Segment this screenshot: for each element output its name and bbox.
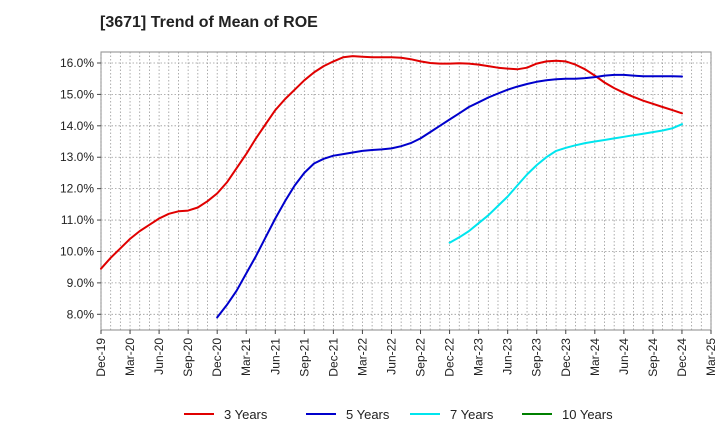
legend: 3 Years 5 Years 7 Years 10 Years bbox=[184, 407, 613, 422]
x-axis: Dec-19 Mar-20 Jun-20 Sep-20 Dec-20 Mar-21 Jun-… bbox=[94, 330, 718, 377]
chart-title: [3671] Trend of Mean of ROE bbox=[100, 14, 318, 31]
legend-label: 5 Years bbox=[346, 407, 390, 422]
x-tick-label: Mar-23 bbox=[472, 338, 486, 376]
y-tick-label: 8.0% bbox=[67, 307, 95, 321]
x-tick-label: Dec-23 bbox=[559, 338, 573, 377]
series-line bbox=[448, 123, 683, 244]
y-axis: 8.0% 9.0% 10.0% 11.0% 12.0% 13.0% 14.0% 15.0% 16… bbox=[60, 56, 101, 321]
x-tick-label: Sep-24 bbox=[646, 338, 660, 377]
legend-label: 10 Years bbox=[562, 407, 613, 422]
x-tick-label: Mar-24 bbox=[588, 338, 602, 376]
series-line bbox=[100, 55, 683, 270]
y-tick-label: 15.0% bbox=[60, 87, 94, 101]
x-tick-label: Sep-20 bbox=[181, 338, 195, 377]
x-tick-label: Dec-22 bbox=[443, 338, 457, 377]
legend-label: 7 Years bbox=[450, 407, 494, 422]
x-tick-label: Jun-24 bbox=[617, 338, 631, 375]
x-tick-label: Dec-21 bbox=[326, 338, 340, 377]
x-tick-label: Mar-22 bbox=[355, 338, 369, 376]
y-tick-label: 16.0% bbox=[60, 56, 94, 70]
grid-lines bbox=[100, 52, 712, 330]
x-tick-label: Sep-21 bbox=[297, 338, 311, 377]
legend-label: 3 Years bbox=[224, 407, 268, 422]
x-tick-label: Mar-20 bbox=[123, 338, 137, 376]
x-tick-label: Dec-20 bbox=[210, 338, 224, 377]
x-tick-label: Mar-25 bbox=[704, 338, 718, 376]
x-tick-label: Jun-20 bbox=[152, 338, 166, 375]
y-tick-label: 10.0% bbox=[60, 244, 94, 258]
y-tick-label: 12.0% bbox=[60, 182, 94, 196]
x-tick-label: Sep-22 bbox=[414, 338, 428, 377]
series-line bbox=[216, 73, 683, 319]
x-tick-label: Dec-24 bbox=[675, 338, 689, 377]
y-tick-label: 14.0% bbox=[60, 119, 94, 133]
plot-area bbox=[100, 51, 712, 331]
y-tick-label: 11.0% bbox=[61, 213, 94, 227]
x-tick-label: Jun-21 bbox=[268, 338, 282, 375]
x-tick-label: Jun-23 bbox=[501, 338, 515, 375]
x-tick-label: Dec-19 bbox=[94, 338, 108, 377]
series-lines bbox=[100, 55, 683, 319]
x-tick-label: Mar-21 bbox=[239, 338, 253, 376]
x-tick-label: Jun-22 bbox=[384, 338, 398, 375]
y-tick-label: 13.0% bbox=[60, 150, 94, 164]
x-tick-label: Sep-23 bbox=[530, 338, 544, 377]
y-tick-label: 9.0% bbox=[67, 276, 95, 290]
